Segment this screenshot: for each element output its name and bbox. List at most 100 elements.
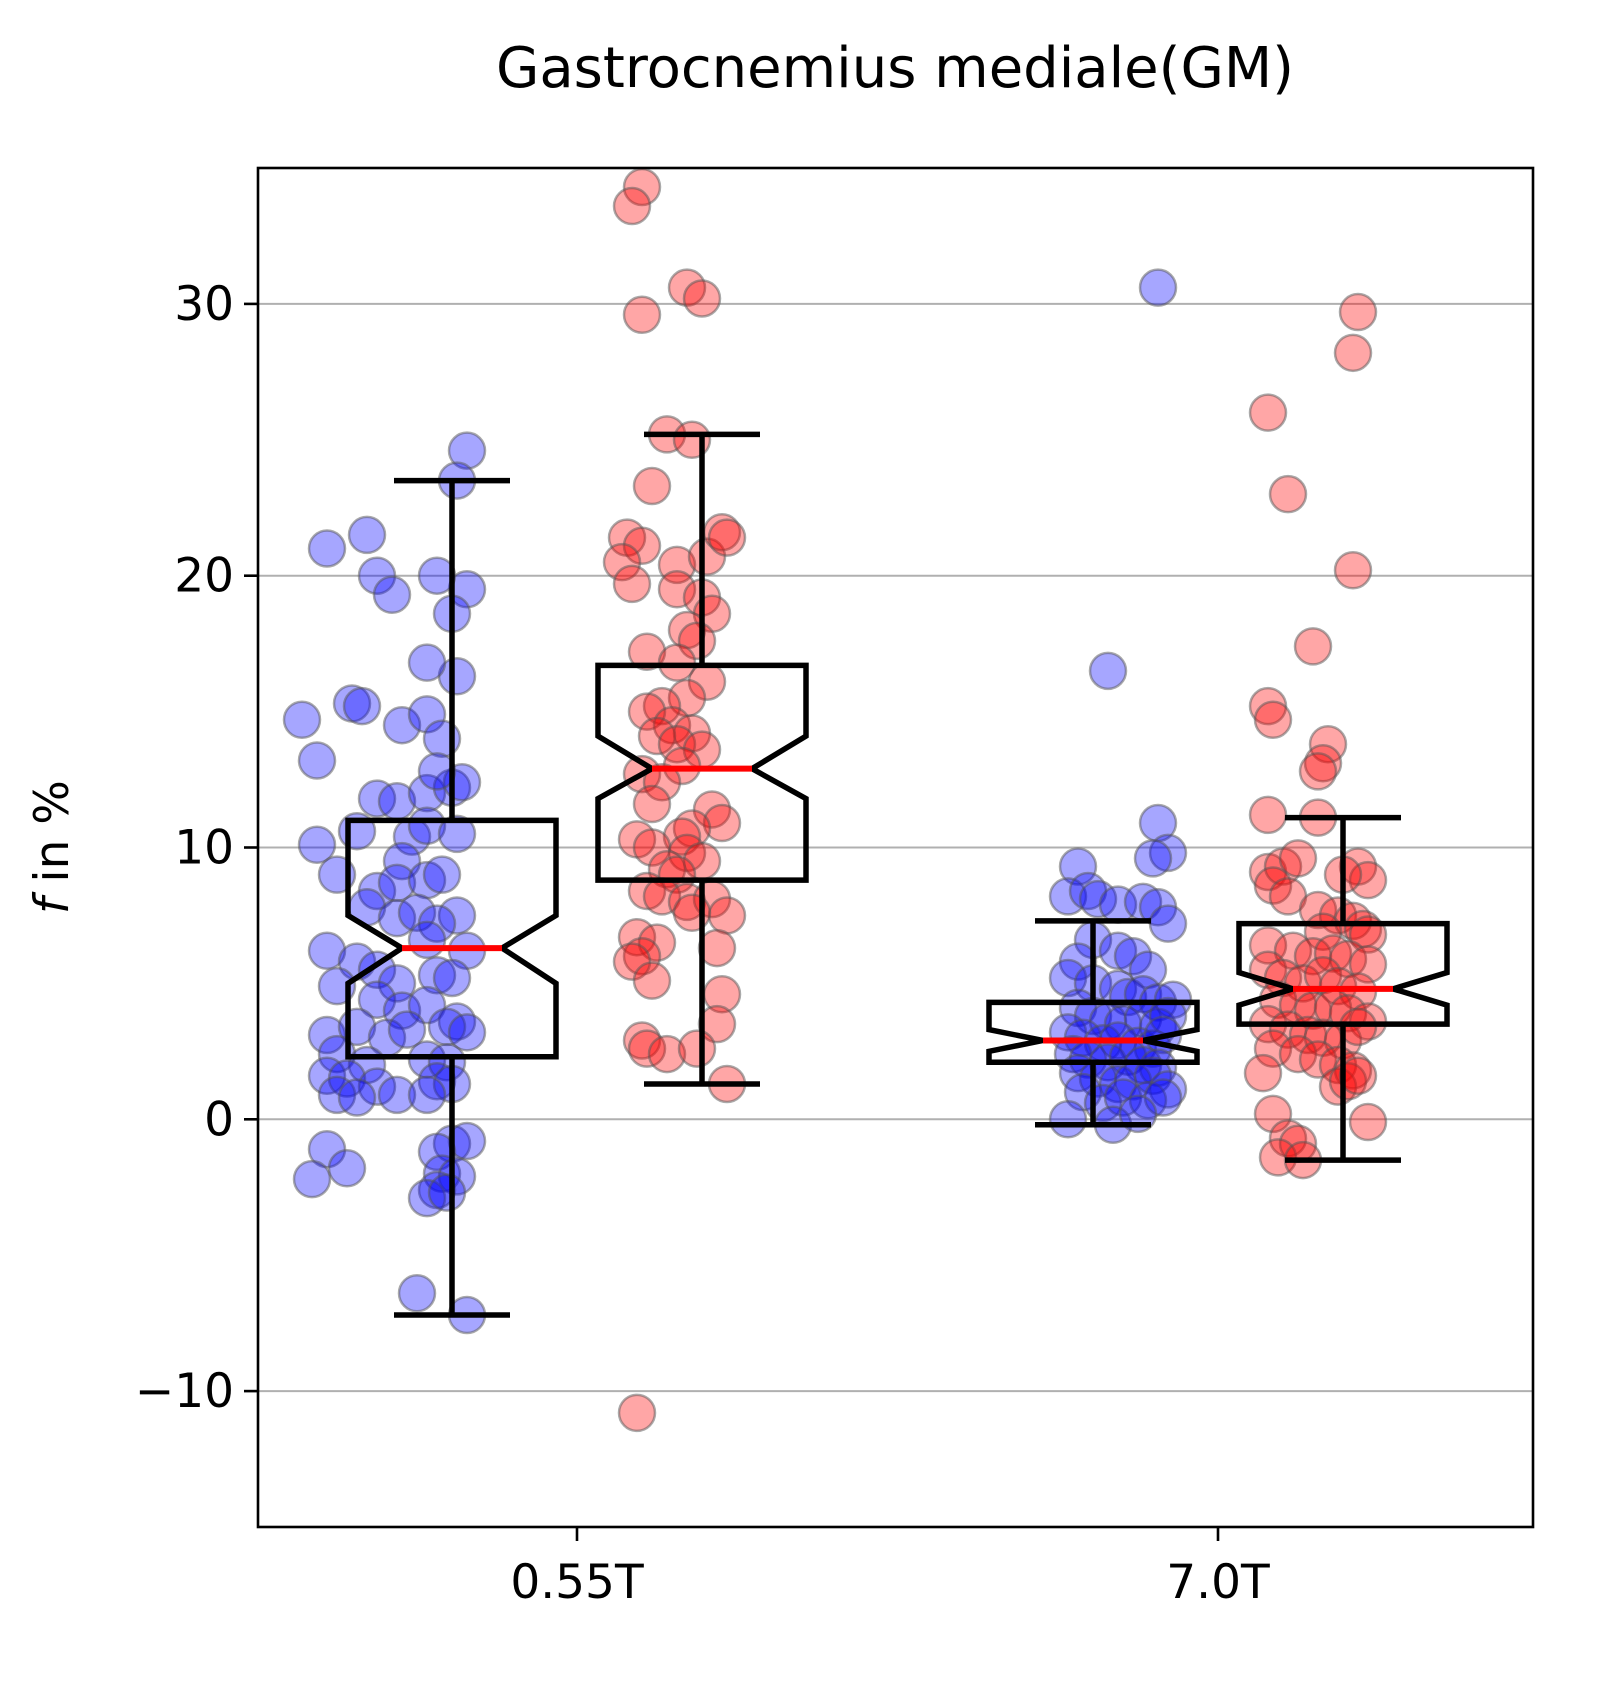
data-point-red [677, 1029, 717, 1068]
data-point-blue [377, 1075, 417, 1115]
data-point-red [707, 518, 747, 557]
data-point-blue [407, 1075, 447, 1115]
data-point-red [1248, 795, 1288, 835]
y-tick-label: 0 [204, 1092, 234, 1147]
data-point-red [642, 763, 682, 802]
boxplot-blue-7.0T [986, 918, 1200, 1128]
data-point-red [632, 784, 672, 824]
data-point-blue [1088, 651, 1128, 691]
data-point-blue [1148, 904, 1188, 943]
data-point-red [632, 961, 672, 1000]
x-tick-label: 0.55T [510, 1555, 644, 1610]
data-point-blue [307, 1056, 347, 1096]
data-point-red [627, 632, 667, 672]
y-axis-label-rest: in % [25, 780, 80, 897]
data-point-blue [407, 695, 447, 734]
data-point-blue [307, 1015, 347, 1055]
boxplot-red-7.0T [1236, 814, 1450, 1163]
data-point-red [682, 279, 722, 318]
data-point-red [622, 526, 662, 566]
data-point-red [612, 186, 652, 226]
data-point-red [1328, 1061, 1368, 1101]
data-point-red [1333, 333, 1373, 373]
y-tick-label: −10 [135, 1364, 234, 1419]
data-point-blue [417, 955, 457, 995]
data-point-red [1253, 1029, 1293, 1068]
data-point-blue [1098, 931, 1138, 971]
data-point-red [1348, 1102, 1388, 1142]
x-axis-ticks: 0.55T 7.0T [510, 1527, 1270, 1610]
box-body [1236, 920, 1450, 1027]
data-point-red [697, 928, 737, 968]
data-point-blue [407, 773, 447, 813]
data-point-blue [447, 1121, 487, 1161]
data-point-blue [407, 920, 447, 960]
data-point-blue [342, 686, 382, 726]
data-point-red [1253, 1094, 1293, 1134]
data-point-blue [357, 980, 397, 1019]
data-point-blue [1133, 1056, 1173, 1096]
x-tick-label: 7.0T [1166, 1555, 1270, 1610]
data-point-blue [307, 931, 347, 971]
data-point-red [1338, 292, 1378, 332]
data-point-blue [347, 515, 387, 555]
data-point-blue [357, 779, 397, 818]
y-axis-ticks: −10 0 10 20 30 [135, 277, 258, 1419]
data-point-blue [1148, 833, 1188, 873]
box-body [345, 817, 559, 1060]
data-point-red [1253, 700, 1293, 740]
data-point-blue [337, 1078, 377, 1117]
box-body [595, 662, 809, 883]
data-point-red [1268, 474, 1308, 514]
data-point-red [647, 1034, 687, 1074]
data-point-red [1248, 393, 1288, 432]
data-point-blue [432, 958, 472, 998]
data-point-blue [447, 431, 487, 470]
data-point-blue [297, 825, 337, 865]
data-point-blue [417, 752, 457, 791]
data-point-blue [307, 529, 347, 568]
data-point-red [1278, 839, 1318, 878]
data-point-blue [292, 1159, 332, 1199]
data-point-red [622, 936, 662, 976]
data-point-red [1348, 860, 1388, 900]
data-point-blue [297, 741, 337, 780]
data-point-blue [417, 556, 457, 595]
data-point-blue [407, 806, 447, 846]
data-point-blue [372, 575, 412, 614]
data-point-red [1318, 1067, 1358, 1106]
data-point-red [1268, 1119, 1308, 1158]
data-point-red [1298, 752, 1338, 791]
data-point-red [612, 564, 652, 604]
data-point-red [657, 570, 697, 609]
data-point-red [1293, 627, 1333, 666]
y-tick-label: 10 [174, 821, 234, 876]
data-point-red [1313, 934, 1353, 973]
data-point-red [617, 1393, 657, 1433]
data-point-blue [282, 700, 322, 740]
data-point-blue [1113, 936, 1153, 976]
data-point-red [1338, 1056, 1378, 1096]
data-point-blue [327, 1148, 367, 1188]
data-point-red [702, 803, 742, 843]
y-tick-label: 20 [174, 549, 234, 604]
data-point-blue [427, 1173, 467, 1212]
data-point-blue [387, 1010, 427, 1049]
data-point-blue [1048, 958, 1088, 998]
data-point-blue [407, 643, 447, 682]
boxplot-red-0.55T [595, 431, 809, 1087]
data-point-red [1333, 551, 1373, 590]
data-point-red [632, 466, 672, 506]
data-point-blue [422, 855, 462, 894]
data-point-blue [357, 556, 397, 595]
data-point-red [627, 692, 667, 731]
data-point-red [1243, 1053, 1283, 1093]
data-point-blue [437, 814, 477, 854]
chart-title: Gastrocnemius mediale(GM) [496, 36, 1294, 101]
data-point-blue [1138, 268, 1178, 307]
data-point-blue [447, 1013, 487, 1052]
data-point-blue [437, 896, 477, 935]
data-point-blue [317, 1075, 357, 1115]
data-point-blue [382, 705, 422, 745]
